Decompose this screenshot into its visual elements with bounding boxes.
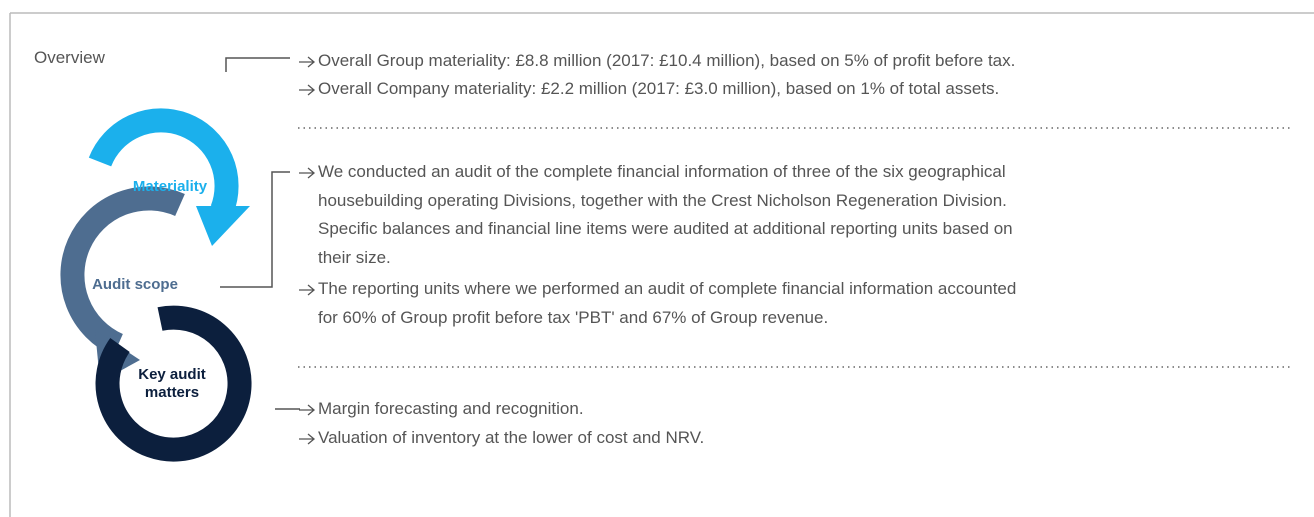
bullet: Margin forecasting and recognition. xyxy=(298,395,584,424)
materiality-arc xyxy=(88,108,239,215)
bullet-text: Valuation of inventory at the lower of c… xyxy=(318,428,705,447)
bullet: We conducted an audit of the complete fi… xyxy=(298,158,1018,272)
connector xyxy=(220,171,290,288)
connector xyxy=(225,57,290,72)
bullet-text: Overall Group materiality: £8.8 million … xyxy=(318,51,1016,70)
audit-scope-arc xyxy=(60,186,185,356)
section-label: Materiality xyxy=(132,178,208,195)
key-audit-ring xyxy=(95,305,252,462)
materiality-arrow xyxy=(196,206,250,246)
bullet-text: Overall Company materiality: £2.2 millio… xyxy=(318,79,1000,98)
bullet: Overall Group materiality: £8.8 million … xyxy=(298,47,1015,76)
bullet-text: Margin forecasting and recognition. xyxy=(318,399,584,418)
bullet: Valuation of inventory at the lower of c… xyxy=(298,424,704,453)
arrow-icon xyxy=(299,433,316,445)
arrow-icon xyxy=(299,404,316,416)
overview-label: Overview xyxy=(34,48,105,67)
bullet-text: The reporting units where we performed a… xyxy=(318,279,1017,327)
section-label: Key audit matters xyxy=(138,366,206,401)
bullet-text: We conducted an audit of the complete fi… xyxy=(318,162,1013,267)
arrow-icon xyxy=(299,167,316,179)
arrow-icon xyxy=(299,284,316,296)
bullet: The reporting units where we performed a… xyxy=(298,275,1018,332)
arrow-icon xyxy=(299,84,316,96)
bullet: Overall Company materiality: £2.2 millio… xyxy=(298,75,999,104)
arrow-icon xyxy=(299,56,316,68)
section-label: Audit scope xyxy=(92,276,178,293)
